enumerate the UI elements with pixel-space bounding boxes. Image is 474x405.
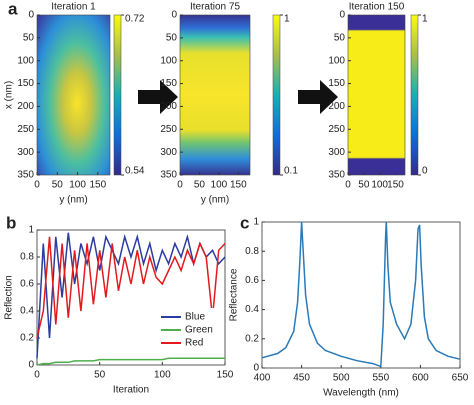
panel-label: b	[6, 213, 16, 232]
y-tick-label: 150	[160, 78, 177, 89]
x-tick-label: 50	[52, 180, 64, 191]
y-tick-label: 350	[328, 170, 345, 181]
x-axis-label: Iteration	[113, 385, 149, 396]
heatmap-image	[347, 14, 406, 176]
x-tick-label: 450	[293, 373, 310, 384]
y-tick-label: 100	[328, 55, 345, 66]
y-tick-label: 0	[28, 10, 34, 21]
y-tick-label: 0	[28, 360, 34, 371]
y-tick-label: 0.6	[245, 275, 259, 286]
colorbar-tick-label: 1	[422, 14, 428, 25]
colorbar-tick-label: 0.72	[125, 14, 145, 25]
x-tick-label: 100	[69, 180, 86, 191]
y-axis-label: x (nm)	[4, 81, 15, 109]
y-tick-label: 350	[17, 170, 34, 181]
y-tick-label: 150	[328, 78, 345, 89]
x-tick-label: 550	[372, 373, 389, 384]
x-tick-label: 50	[94, 370, 106, 381]
series-line	[36, 236, 226, 339]
x-tick-label: 0	[345, 180, 351, 191]
x-tick-label: 500	[333, 373, 350, 384]
x-tick-label: 600	[412, 373, 429, 384]
colorbar-tick-label: 0	[422, 166, 428, 177]
y-tick-label: 50	[166, 32, 178, 43]
x-tick-label: 100	[154, 370, 171, 381]
x-tick-label: 0	[177, 180, 183, 191]
x-tick-label: 0	[34, 180, 40, 191]
y-tick-label: 150	[17, 78, 34, 89]
y-tick-label: 0.4	[245, 304, 259, 315]
y-tick-label: 100	[17, 55, 34, 66]
x-tick-label: 150	[230, 180, 247, 191]
y-tick-label: 1	[253, 217, 259, 228]
x-tick-label: 650	[452, 373, 469, 384]
legend-label: Red	[185, 338, 203, 349]
y-tick-label: 250	[328, 124, 345, 135]
x-tick-label: 50	[194, 180, 206, 191]
colorbar-tick-label: 0.54	[125, 166, 145, 177]
y-tick-label: 1	[28, 225, 34, 236]
x-tick-label: 100	[211, 180, 228, 191]
y-tick-label: 300	[17, 147, 34, 158]
arrow	[138, 80, 178, 114]
y-tick-label: 200	[328, 101, 345, 112]
y-tick-label: 0.2	[20, 333, 34, 344]
x-tick-label: 100	[371, 180, 388, 191]
panel-label: c	[240, 213, 249, 232]
chart-title: Iteration 75	[190, 2, 240, 13]
y-tick-label: 50	[23, 32, 35, 43]
series-line	[36, 357, 225, 366]
x-axis-label: y (nm)	[59, 195, 87, 206]
x-tick-label: 50	[358, 180, 370, 191]
y-axis-label: Reflection	[4, 275, 15, 319]
y-tick-label: 0	[339, 10, 345, 21]
y-tick-label: 0.8	[245, 246, 259, 257]
legend-label: Green	[185, 325, 213, 336]
y-tick-label: 350	[160, 170, 177, 181]
chart-title: Iteration 1	[51, 2, 96, 13]
y-tick-label: 250	[17, 124, 34, 135]
colorbar-tick-label: 0.1	[284, 166, 298, 177]
y-tick-label: 200	[17, 101, 34, 112]
x-tick-label: 150	[217, 370, 234, 381]
colorbar	[113, 14, 122, 176]
x-axis-label: y (nm)	[201, 195, 229, 206]
colorbar	[410, 14, 419, 176]
y-tick-label: 200	[160, 101, 177, 112]
y-tick-label: 0.4	[20, 306, 34, 317]
y-tick-label: 250	[160, 124, 177, 135]
x-tick-label: 400	[254, 373, 271, 384]
y-axis-label: Reflectance	[229, 268, 240, 321]
plot-frame	[261, 221, 461, 369]
heatmap-image	[179, 14, 251, 176]
x-tick-label: 0	[34, 370, 40, 381]
x-tick-label: 150	[89, 180, 106, 191]
y-tick-label: 0	[171, 10, 177, 21]
y-tick-label: 50	[334, 32, 346, 43]
colorbar	[272, 14, 281, 176]
series-line	[261, 221, 461, 368]
x-tick-label: 150	[387, 180, 404, 191]
y-tick-label: 0.6	[20, 279, 34, 290]
y-tick-label: 300	[160, 147, 177, 158]
heatmap-image	[36, 14, 111, 176]
x-axis-label: Wavelength (nm)	[323, 388, 399, 399]
y-tick-label: 300	[328, 147, 345, 158]
panel-label: a	[8, 0, 18, 18]
chart-title: Iteration 150	[349, 2, 405, 13]
y-tick-label: 0.2	[245, 333, 259, 344]
y-tick-label: 0	[253, 363, 259, 374]
y-tick-label: 0.8	[20, 252, 34, 263]
y-tick-label: 100	[160, 55, 177, 66]
colorbar-tick-label: 1	[284, 14, 290, 25]
legend-label: Blue	[185, 312, 205, 323]
arrow	[298, 80, 338, 114]
